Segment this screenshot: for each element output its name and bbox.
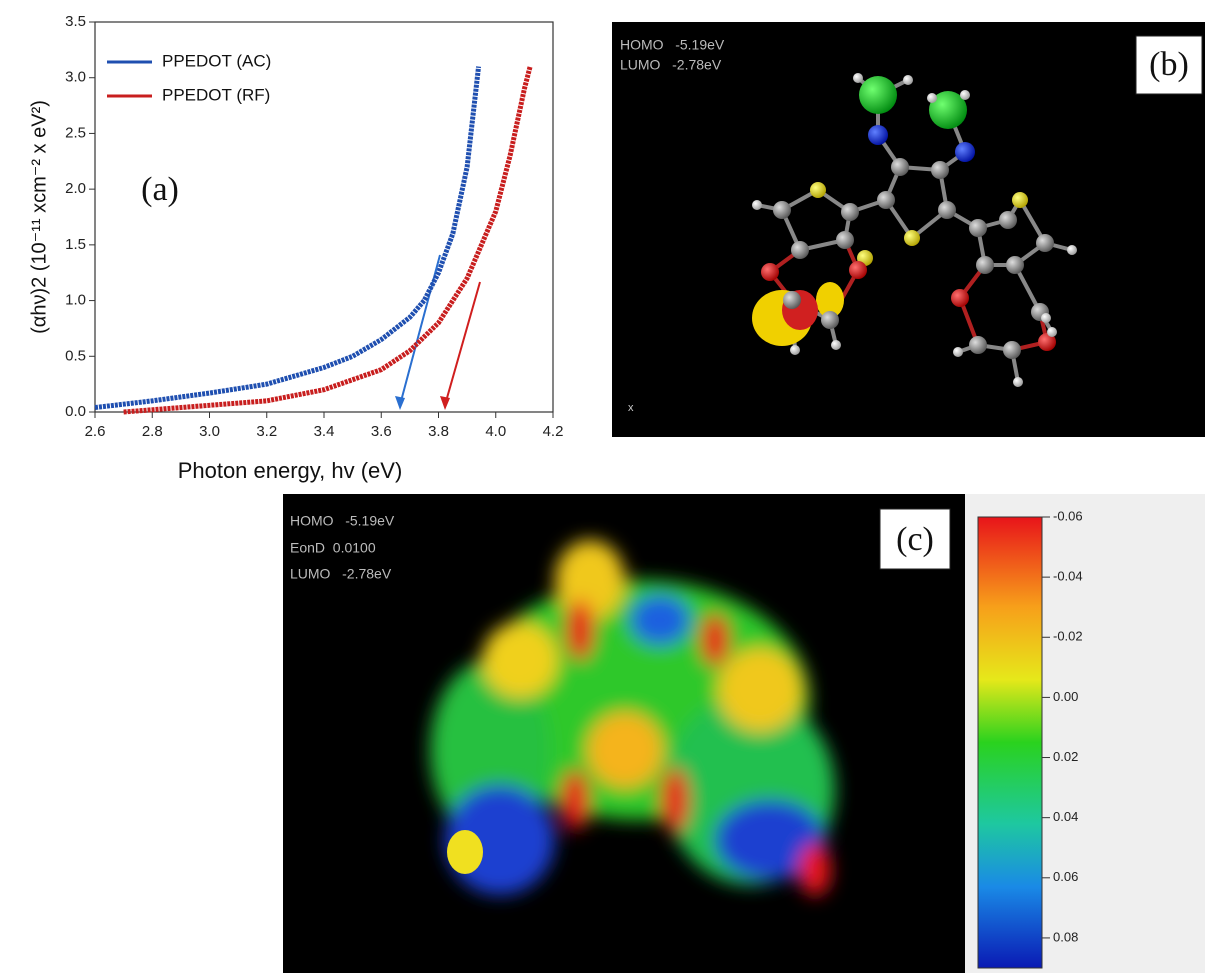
atom (853, 73, 863, 83)
orbital-info: LUMO -2.78eV (620, 57, 722, 73)
atom (841, 203, 859, 221)
atom (1003, 341, 1021, 359)
atom (1006, 256, 1024, 274)
atom (836, 231, 854, 249)
orbital-info: EonD 0.0100 (290, 540, 376, 556)
y-tick-label: 3.0 (65, 69, 86, 86)
atom (849, 261, 867, 279)
esp-spot (447, 830, 483, 874)
atom (960, 90, 970, 100)
colorbar-tick-label: 0.06 (1053, 869, 1078, 884)
atom (821, 311, 839, 329)
legend-label: PPEDOT (AC) (162, 51, 271, 70)
axis-glyph: x (628, 402, 634, 414)
panel-label: (c) (896, 521, 934, 558)
atom (953, 347, 963, 357)
x-tick-label: 3.6 (371, 423, 392, 440)
x-tick-label: 2.6 (85, 423, 106, 440)
atom (1012, 192, 1028, 208)
colorbar-tick-label: 0.00 (1053, 689, 1078, 704)
panel-c: (c) HOMO -5.19eV EonD 0.0100 LUMO -2.78e… (283, 494, 1205, 973)
atom (868, 125, 888, 145)
atom (877, 191, 895, 209)
atom (831, 340, 841, 350)
atom (951, 289, 969, 307)
atom (790, 345, 800, 355)
atom (955, 142, 975, 162)
atom (969, 219, 987, 237)
x-tick-label: 4.2 (543, 423, 564, 440)
atom (1067, 245, 1077, 255)
panel-background (0, 0, 575, 495)
panel-b: (b) HOMO -5.19eV LUMO -2.78eV x (612, 22, 1205, 437)
atom (903, 75, 913, 85)
y-tick-label: 1.5 (65, 236, 86, 253)
colorbar-tick-label: 0.02 (1053, 749, 1078, 764)
colorbar-tick-label: -0.04 (1053, 569, 1083, 584)
colorbar-tick-label: -0.02 (1053, 629, 1083, 644)
atom (927, 93, 937, 103)
atom (783, 291, 801, 309)
atom (999, 211, 1017, 229)
atom (931, 161, 949, 179)
colorbar-tick-label: 0.04 (1053, 809, 1078, 824)
orbital-info: HOMO -5.19eV (290, 513, 395, 529)
atom (752, 200, 762, 210)
orbital-info: LUMO -2.78eV (290, 566, 392, 582)
atom (859, 76, 897, 114)
atom (891, 158, 909, 176)
atom (1047, 327, 1057, 337)
x-tick-label: 3.8 (428, 423, 449, 440)
colorbar (978, 517, 1042, 968)
x-tick-label: 4.0 (485, 423, 506, 440)
x-tick-label: 3.2 (256, 423, 277, 440)
x-axis-label: Photon energy, hv (eV) (178, 458, 403, 483)
y-tick-label: 1.0 (65, 292, 86, 309)
atom (904, 230, 920, 246)
atom (810, 182, 826, 198)
y-tick-label: 2.0 (65, 180, 86, 197)
atom (773, 201, 791, 219)
colorbar-tick-label: -0.06 (1053, 508, 1083, 523)
x-tick-label: 2.8 (142, 423, 163, 440)
atom (1013, 377, 1023, 387)
colorbar-tick-label: 0.08 (1053, 929, 1078, 944)
orbital-info: HOMO -5.19eV (620, 37, 725, 53)
atom (761, 263, 779, 281)
y-tick-label: 2.5 (65, 124, 86, 141)
page: {"chart_data": {"type": "line", "annotat… (0, 0, 1205, 973)
atom (1036, 234, 1054, 252)
atom (1041, 313, 1051, 323)
panel-label: (b) (1149, 46, 1189, 83)
atom (791, 241, 809, 259)
legend-label: PPEDOT (RF) (162, 85, 270, 104)
atom (969, 336, 987, 354)
x-tick-label: 3.0 (199, 423, 220, 440)
panel-label: (a) (141, 171, 179, 208)
y-axis-label: (αhν)2 (10⁻¹¹ xcm⁻² x eV²) (28, 100, 50, 334)
y-tick-label: 0.5 (65, 347, 86, 364)
atom (938, 201, 956, 219)
x-tick-label: 3.4 (314, 423, 335, 440)
y-tick-label: 3.5 (65, 13, 86, 30)
panel-a: (a) Photon energy, hv (eV) (αhν)2 (10⁻¹¹… (0, 0, 575, 495)
y-tick-label: 0.0 (65, 403, 86, 420)
atom (976, 256, 994, 274)
figure: (a) Photon energy, hv (eV) (αhν)2 (10⁻¹¹… (0, 0, 1205, 973)
